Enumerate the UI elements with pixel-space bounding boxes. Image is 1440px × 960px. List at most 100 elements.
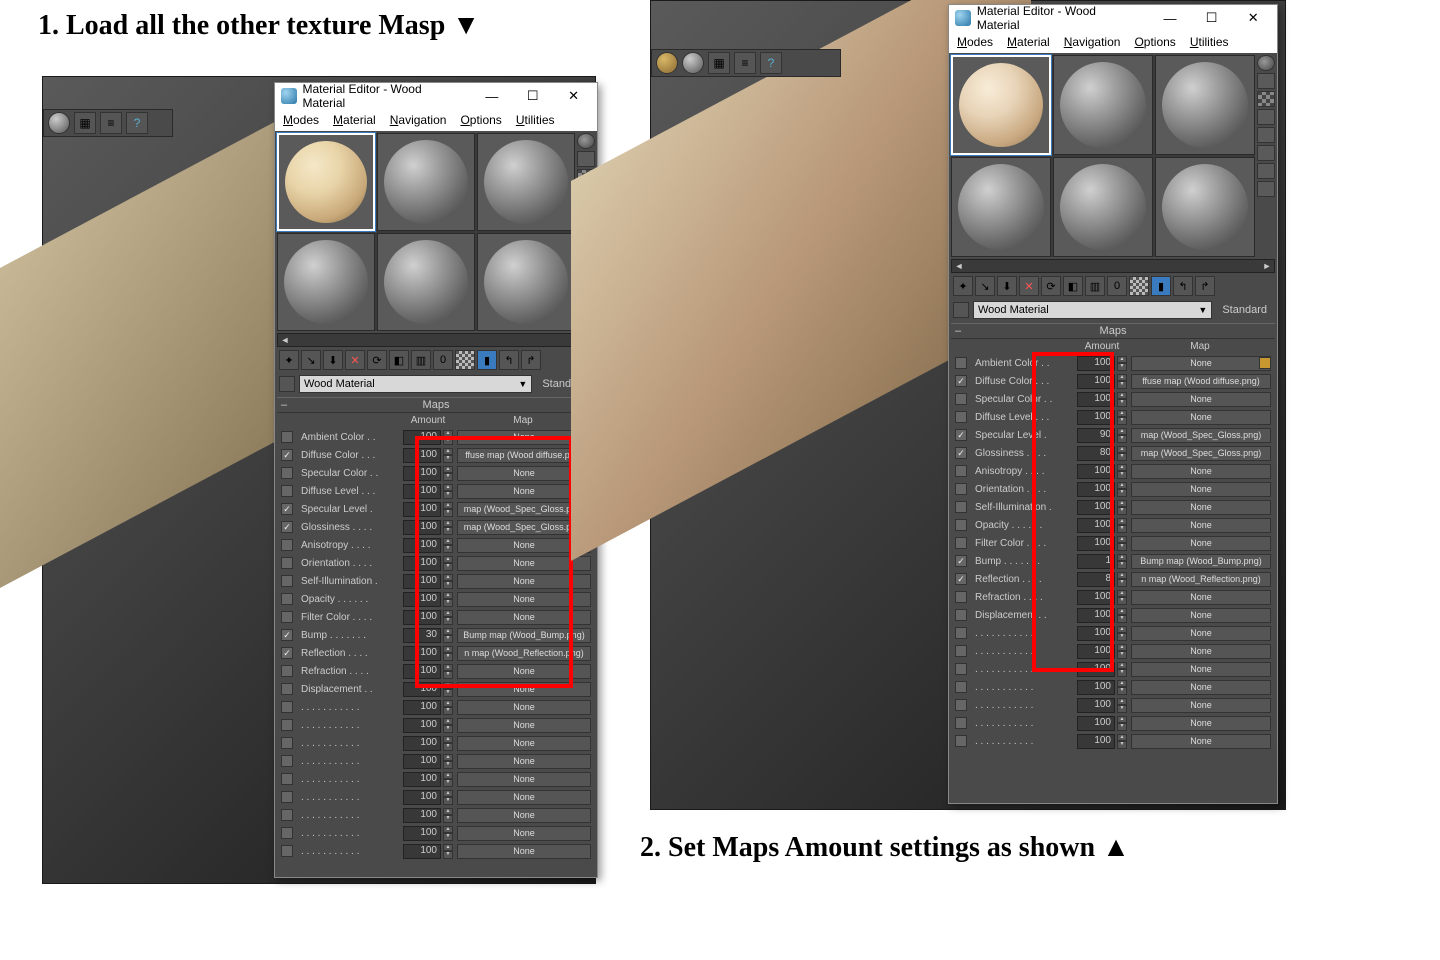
close-button[interactable]: ✕ (1235, 7, 1271, 29)
tool-background[interactable] (1257, 91, 1275, 107)
map-slot-button[interactable]: None (1131, 716, 1271, 731)
get-material-icon[interactable]: ✦ (279, 350, 299, 370)
map-slot-button[interactable]: None (1131, 410, 1271, 425)
map-slot-button[interactable]: None (1131, 590, 1271, 605)
map-amount-input[interactable]: 100 (403, 430, 441, 445)
map-amount-input[interactable]: 100 (403, 520, 441, 535)
tool-uv[interactable] (1257, 109, 1275, 125)
go-parent-icon[interactable]: ↰ (1173, 276, 1193, 296)
map-enable-checkbox[interactable] (955, 447, 967, 459)
map-enable-checkbox[interactable] (955, 735, 967, 747)
material-id-icon[interactable]: 0 (433, 350, 453, 370)
spinner[interactable]: ▲▼ (443, 682, 453, 697)
map-slot-button[interactable]: map (Wood_Spec_Gloss.png) (1131, 428, 1271, 443)
map-enable-checkbox[interactable] (281, 431, 293, 443)
sphere-icon[interactable] (48, 112, 70, 134)
sample-slot-2[interactable] (377, 133, 475, 231)
spinner[interactable]: ▲▼ (443, 826, 453, 841)
map-amount-input[interactable]: 100 (1077, 716, 1115, 731)
map-amount-input[interactable]: 100 (1077, 374, 1115, 389)
spinner[interactable]: ▲▼ (1117, 356, 1127, 371)
map-slot-button[interactable]: None (457, 574, 591, 589)
map-amount-input[interactable]: 100 (1077, 590, 1115, 605)
put-to-scene-icon[interactable]: ↘ (975, 276, 995, 296)
tool-backlight[interactable] (577, 151, 595, 167)
sample-slot-5[interactable] (377, 233, 475, 331)
map-enable-checkbox[interactable] (281, 575, 293, 587)
sample-slot-4[interactable] (277, 233, 375, 331)
map-amount-input[interactable]: 100 (403, 664, 441, 679)
map-slot-button[interactable]: None (1131, 734, 1271, 749)
map-amount-input[interactable]: 80 (1077, 446, 1115, 461)
map-amount-input[interactable]: 100 (403, 574, 441, 589)
map-slot-button[interactable]: None (457, 718, 591, 733)
map-amount-input[interactable]: 100 (1077, 644, 1115, 659)
sample-slot-6[interactable] (1155, 157, 1255, 257)
tool-sample-type[interactable] (1257, 55, 1275, 71)
map-slot-button[interactable]: None (457, 610, 591, 625)
map-slot-button[interactable]: None (1131, 644, 1271, 659)
menu-material[interactable]: Material (1007, 35, 1050, 49)
dropper-icon[interactable] (953, 302, 969, 318)
map-enable-checkbox[interactable] (281, 647, 293, 659)
map-amount-input[interactable]: 100 (403, 772, 441, 787)
spinner[interactable]: ▲▼ (443, 700, 453, 715)
make-unique-icon[interactable]: ◧ (1063, 276, 1083, 296)
tool-sample-type[interactable] (577, 133, 595, 149)
spinner[interactable]: ▲▼ (1117, 554, 1127, 569)
spinner[interactable]: ▲▼ (1117, 734, 1127, 749)
map-amount-input[interactable]: 100 (1077, 608, 1115, 623)
spinner[interactable]: ▲▼ (1117, 446, 1127, 461)
get-material-icon[interactable]: ✦ (953, 276, 973, 296)
map-enable-checkbox[interactable] (955, 681, 967, 693)
map-enable-checkbox[interactable] (281, 539, 293, 551)
spinner[interactable]: ▲▼ (443, 466, 453, 481)
map-slot-button[interactable]: Bump map (Wood_Bump.png) (1131, 554, 1271, 569)
maximize-button[interactable]: ☐ (515, 85, 550, 107)
map-amount-input[interactable]: 100 (403, 592, 441, 607)
map-amount-input[interactable]: 100 (403, 682, 441, 697)
lock-icon[interactable] (1259, 357, 1271, 369)
map-enable-checkbox[interactable] (281, 791, 293, 803)
sample-scrollbar[interactable]: ◄► (951, 259, 1275, 273)
map-enable-checkbox[interactable] (281, 719, 293, 731)
material-name-select[interactable]: Wood Material ▼ (299, 375, 532, 393)
map-slot-button[interactable]: None (1131, 626, 1271, 641)
menu-navigation[interactable]: Navigation (390, 113, 447, 127)
sample-slot-1[interactable] (277, 133, 375, 231)
map-enable-checkbox[interactable] (955, 393, 967, 405)
map-enable-checkbox[interactable] (955, 465, 967, 477)
map-enable-checkbox[interactable] (281, 755, 293, 767)
spinner[interactable]: ▲▼ (1117, 716, 1127, 731)
rollout-header[interactable]: – Maps (951, 323, 1275, 339)
layers-icon[interactable]: ▦ (708, 52, 730, 74)
map-amount-input[interactable]: 100 (1077, 392, 1115, 407)
map-amount-input[interactable]: 100 (1077, 662, 1115, 677)
show-end-result-icon[interactable]: ▮ (1151, 276, 1171, 296)
map-slot-button[interactable]: n map (Wood_Reflection.png) (1131, 572, 1271, 587)
sample-slot-2[interactable] (1053, 55, 1153, 155)
spinner[interactable]: ▲▼ (443, 736, 453, 751)
map-slot-button[interactable]: map (Wood_Spec_Gloss.png) (1131, 446, 1271, 461)
map-amount-input[interactable]: 100 (403, 484, 441, 499)
map-enable-checkbox[interactable] (281, 521, 293, 533)
make-unique-icon[interactable]: ◧ (389, 350, 409, 370)
list-icon[interactable]: ≡ (734, 52, 756, 74)
put-to-lib-icon[interactable]: ▥ (411, 350, 431, 370)
menu-modes[interactable]: Modes (283, 113, 319, 127)
map-amount-input[interactable]: 100 (1077, 698, 1115, 713)
sample-slot-6[interactable] (477, 233, 575, 331)
map-amount-input[interactable]: 100 (403, 808, 441, 823)
close-button[interactable]: ✕ (556, 85, 591, 107)
spinner[interactable]: ▲▼ (443, 790, 453, 805)
minimize-button[interactable]: — (474, 85, 509, 107)
map-enable-checkbox[interactable] (281, 683, 293, 695)
map-slot-button[interactable]: Bump map (Wood_Bump.png) (457, 628, 591, 643)
map-amount-input[interactable]: 100 (403, 736, 441, 751)
material-browser-icon[interactable] (656, 52, 678, 74)
map-amount-input[interactable]: 100 (1077, 356, 1115, 371)
spinner[interactable]: ▲▼ (1117, 644, 1127, 659)
spinner[interactable]: ▲▼ (443, 592, 453, 607)
map-amount-input[interactable]: 8 (1077, 572, 1115, 587)
map-slot-button[interactable]: None (1131, 392, 1271, 407)
